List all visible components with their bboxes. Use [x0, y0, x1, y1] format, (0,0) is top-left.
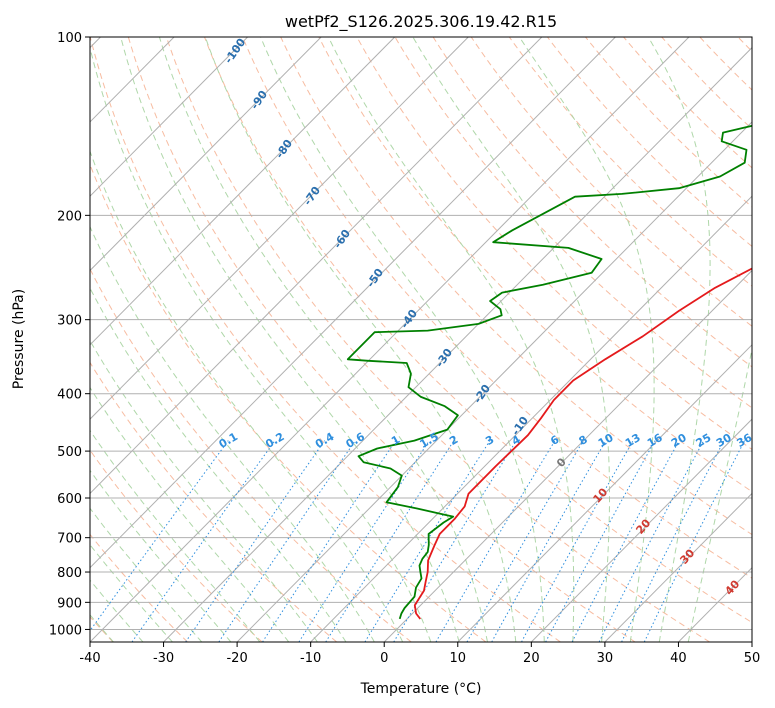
mixing-ratio-lines — [90, 440, 746, 642]
moist-adiabat-line — [327, 37, 575, 642]
x-tick-label: 0 — [380, 651, 388, 666]
dry-adiabat-line — [623, 37, 752, 169]
moist-adiabat-line — [90, 579, 144, 642]
y-tick-label: 900 — [57, 596, 82, 611]
moist-adiabat-line — [90, 469, 232, 642]
moist-adiabat-line — [518, 37, 655, 642]
x-tick-label: -30 — [153, 651, 174, 666]
dry-adiabat-line — [165, 37, 710, 642]
isotherm-gridline — [90, 37, 396, 346]
dry-adiabat-line — [547, 37, 752, 248]
mixing-ratio-line — [185, 440, 326, 642]
dry-adiabat-line — [394, 37, 752, 409]
isotherm-gridline — [90, 37, 469, 420]
moist-adiabat-line — [204, 37, 517, 642]
dry-adiabats — [90, 37, 752, 642]
isotherm-gridline — [383, 269, 752, 642]
dry-adiabat-line — [127, 37, 636, 642]
isotherm-gridline — [90, 37, 690, 642]
dry-adiabat-line — [90, 267, 412, 642]
isotherm-gridline — [90, 37, 616, 569]
moist-adiabat-line — [158, 37, 488, 642]
moist-adiabat-line — [412, 37, 610, 642]
dry-adiabat-line — [432, 37, 752, 368]
dewpoint-profile-line — [346, 124, 752, 620]
x-tick-label: 40 — [670, 651, 687, 666]
y-tick-label: 800 — [57, 566, 82, 581]
mixing-ratio-line — [491, 440, 607, 642]
chart-title: wetPf2_S126.2025.306.19.42.R15 — [285, 12, 557, 32]
mixing-ratio-line — [364, 440, 491, 642]
isotherm-gridline — [90, 37, 322, 272]
dry-adiabat-line — [90, 163, 487, 642]
y-axis: 100 200 300 400 500 600 700 800 900 1000 — [49, 31, 90, 638]
mixing-ratio-line — [131, 440, 276, 642]
mixing-ratio-line — [218, 440, 356, 642]
mixing-ratio-line — [262, 440, 397, 642]
dry-adiabat-line — [318, 37, 752, 493]
temperature-profile-line — [413, 267, 752, 620]
isotherm-gridline — [530, 418, 752, 642]
isobar-grid — [90, 37, 752, 630]
mixing-ratio-line — [393, 440, 517, 642]
mixing-ratio-line — [598, 440, 705, 642]
dry-adiabat-line — [242, 37, 752, 579]
isotherm-gridline — [90, 37, 248, 197]
x-tick-label: -10 — [300, 651, 321, 666]
moist-adiabat-line — [90, 543, 173, 642]
plot-frame — [89, 36, 753, 643]
isotherm-gridline — [604, 492, 752, 642]
isotherm-gridline — [310, 195, 752, 642]
dry-adiabat-line — [280, 37, 752, 536]
mixing-ratio-line — [435, 440, 556, 642]
moist-adiabat-line — [90, 339, 318, 642]
sounding-series — [346, 124, 752, 620]
mixing-ratio-label: 36 — [735, 431, 755, 450]
dry-adiabat-line — [90, 449, 263, 642]
y-tick-label: 1000 — [49, 623, 82, 638]
y-tick-label: 400 — [57, 388, 82, 403]
x-tick-label: 20 — [523, 651, 540, 666]
moist-adiabat-line — [90, 386, 290, 642]
mixing-ratio-line — [643, 440, 746, 642]
x-tick-label: 10 — [450, 651, 467, 666]
moist-adiabat-line — [90, 225, 375, 642]
moist-adiabat-line — [90, 507, 203, 642]
y-tick-label: 500 — [57, 445, 82, 460]
plot-area: 0.1 0.2 0.4 0.6 1 1.5 2 3 4 6 8 10 13 16 20 25 30 36-100-… — [90, 37, 755, 642]
y-tick-label: 100 — [57, 31, 82, 46]
moist-adiabat-line — [90, 45, 432, 642]
x-tick-label: -20 — [226, 651, 247, 666]
y-tick-label: 700 — [57, 532, 82, 547]
dry-adiabat-line — [204, 37, 752, 624]
moist-adiabat-line — [687, 346, 752, 642]
mixing-ratio-line — [90, 440, 229, 632]
moist-adiabat-line — [120, 37, 460, 642]
y-tick-label: 600 — [57, 492, 82, 507]
x-tick-label: 50 — [744, 651, 761, 666]
y-axis-label: Pressure (hPa) — [11, 289, 27, 389]
x-axis-label: Temperature (°C) — [360, 681, 482, 697]
dry-adiabat-line — [508, 37, 752, 287]
moist-adiabat-line — [647, 37, 711, 642]
isotherm-gridline — [457, 344, 752, 642]
isotherm-gridline — [90, 37, 543, 495]
y-tick-label: 300 — [57, 314, 82, 329]
x-tick-label: -40 — [79, 651, 100, 666]
moist-adiabat-line — [90, 429, 261, 642]
isotherm-grid — [90, 37, 752, 642]
y-tick-label: 200 — [57, 209, 82, 224]
isotherm-gridline — [163, 46, 752, 642]
moist-adiabats — [90, 37, 752, 642]
x-tick-label: 30 — [597, 651, 614, 666]
moist-adiabat-line — [90, 149, 404, 642]
moist-adiabat-line — [90, 287, 347, 642]
mixing-ratio-line — [621, 440, 725, 642]
moist-adiabat-line — [260, 37, 545, 642]
isotherm-gridline — [236, 121, 752, 642]
x-axis: -40 -30 -20 -10 0 10 20 30 40 50 — [79, 642, 760, 666]
